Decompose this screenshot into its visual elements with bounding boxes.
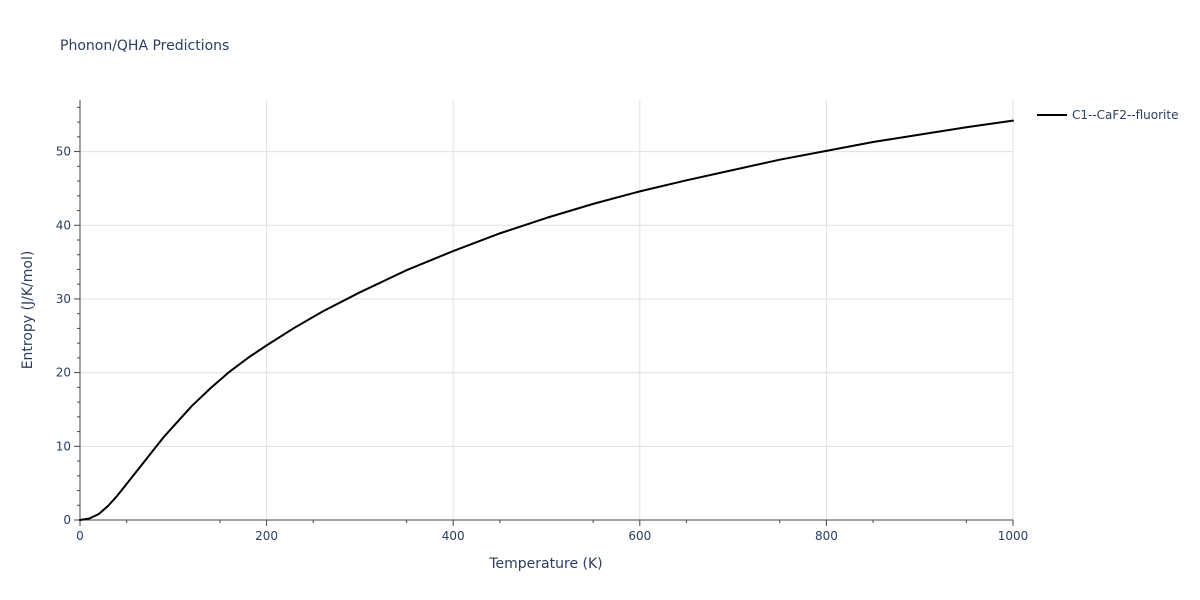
y-tick-label: 0 bbox=[63, 513, 71, 527]
x-tick-label: 1000 bbox=[998, 529, 1029, 543]
y-tick-label: 30 bbox=[56, 292, 71, 306]
series-layer bbox=[79, 119, 1014, 521]
grid-layer bbox=[80, 100, 1014, 520]
series-line bbox=[79, 119, 1014, 521]
legend-label: C1--CaF2--fluorite bbox=[1072, 108, 1178, 122]
legend[interactable]: C1--CaF2--fluorite bbox=[1037, 108, 1178, 122]
axis-layer: 0 200 400 600 800 1000 0 10 20 30 40 50 bbox=[56, 100, 1029, 543]
y-tick-label: 20 bbox=[56, 366, 71, 380]
legend-item[interactable]: C1--CaF2--fluorite bbox=[1037, 108, 1178, 122]
y-tick-label: 50 bbox=[56, 145, 71, 159]
x-tick-label: 600 bbox=[628, 529, 651, 543]
y-tick-label: 10 bbox=[56, 439, 71, 453]
y-axis-title: Entropy (J/K/mol) bbox=[20, 251, 36, 370]
y-tick-label: 40 bbox=[56, 218, 71, 232]
x-tick-label: 200 bbox=[255, 529, 278, 543]
x-tick-label: 0 bbox=[76, 529, 84, 543]
chart-title: Phonon/QHA Predictions bbox=[60, 38, 229, 54]
x-tick-label: 400 bbox=[442, 529, 465, 543]
x-axis-title: Temperature (K) bbox=[488, 556, 602, 572]
x-tick-label: 800 bbox=[815, 529, 838, 543]
